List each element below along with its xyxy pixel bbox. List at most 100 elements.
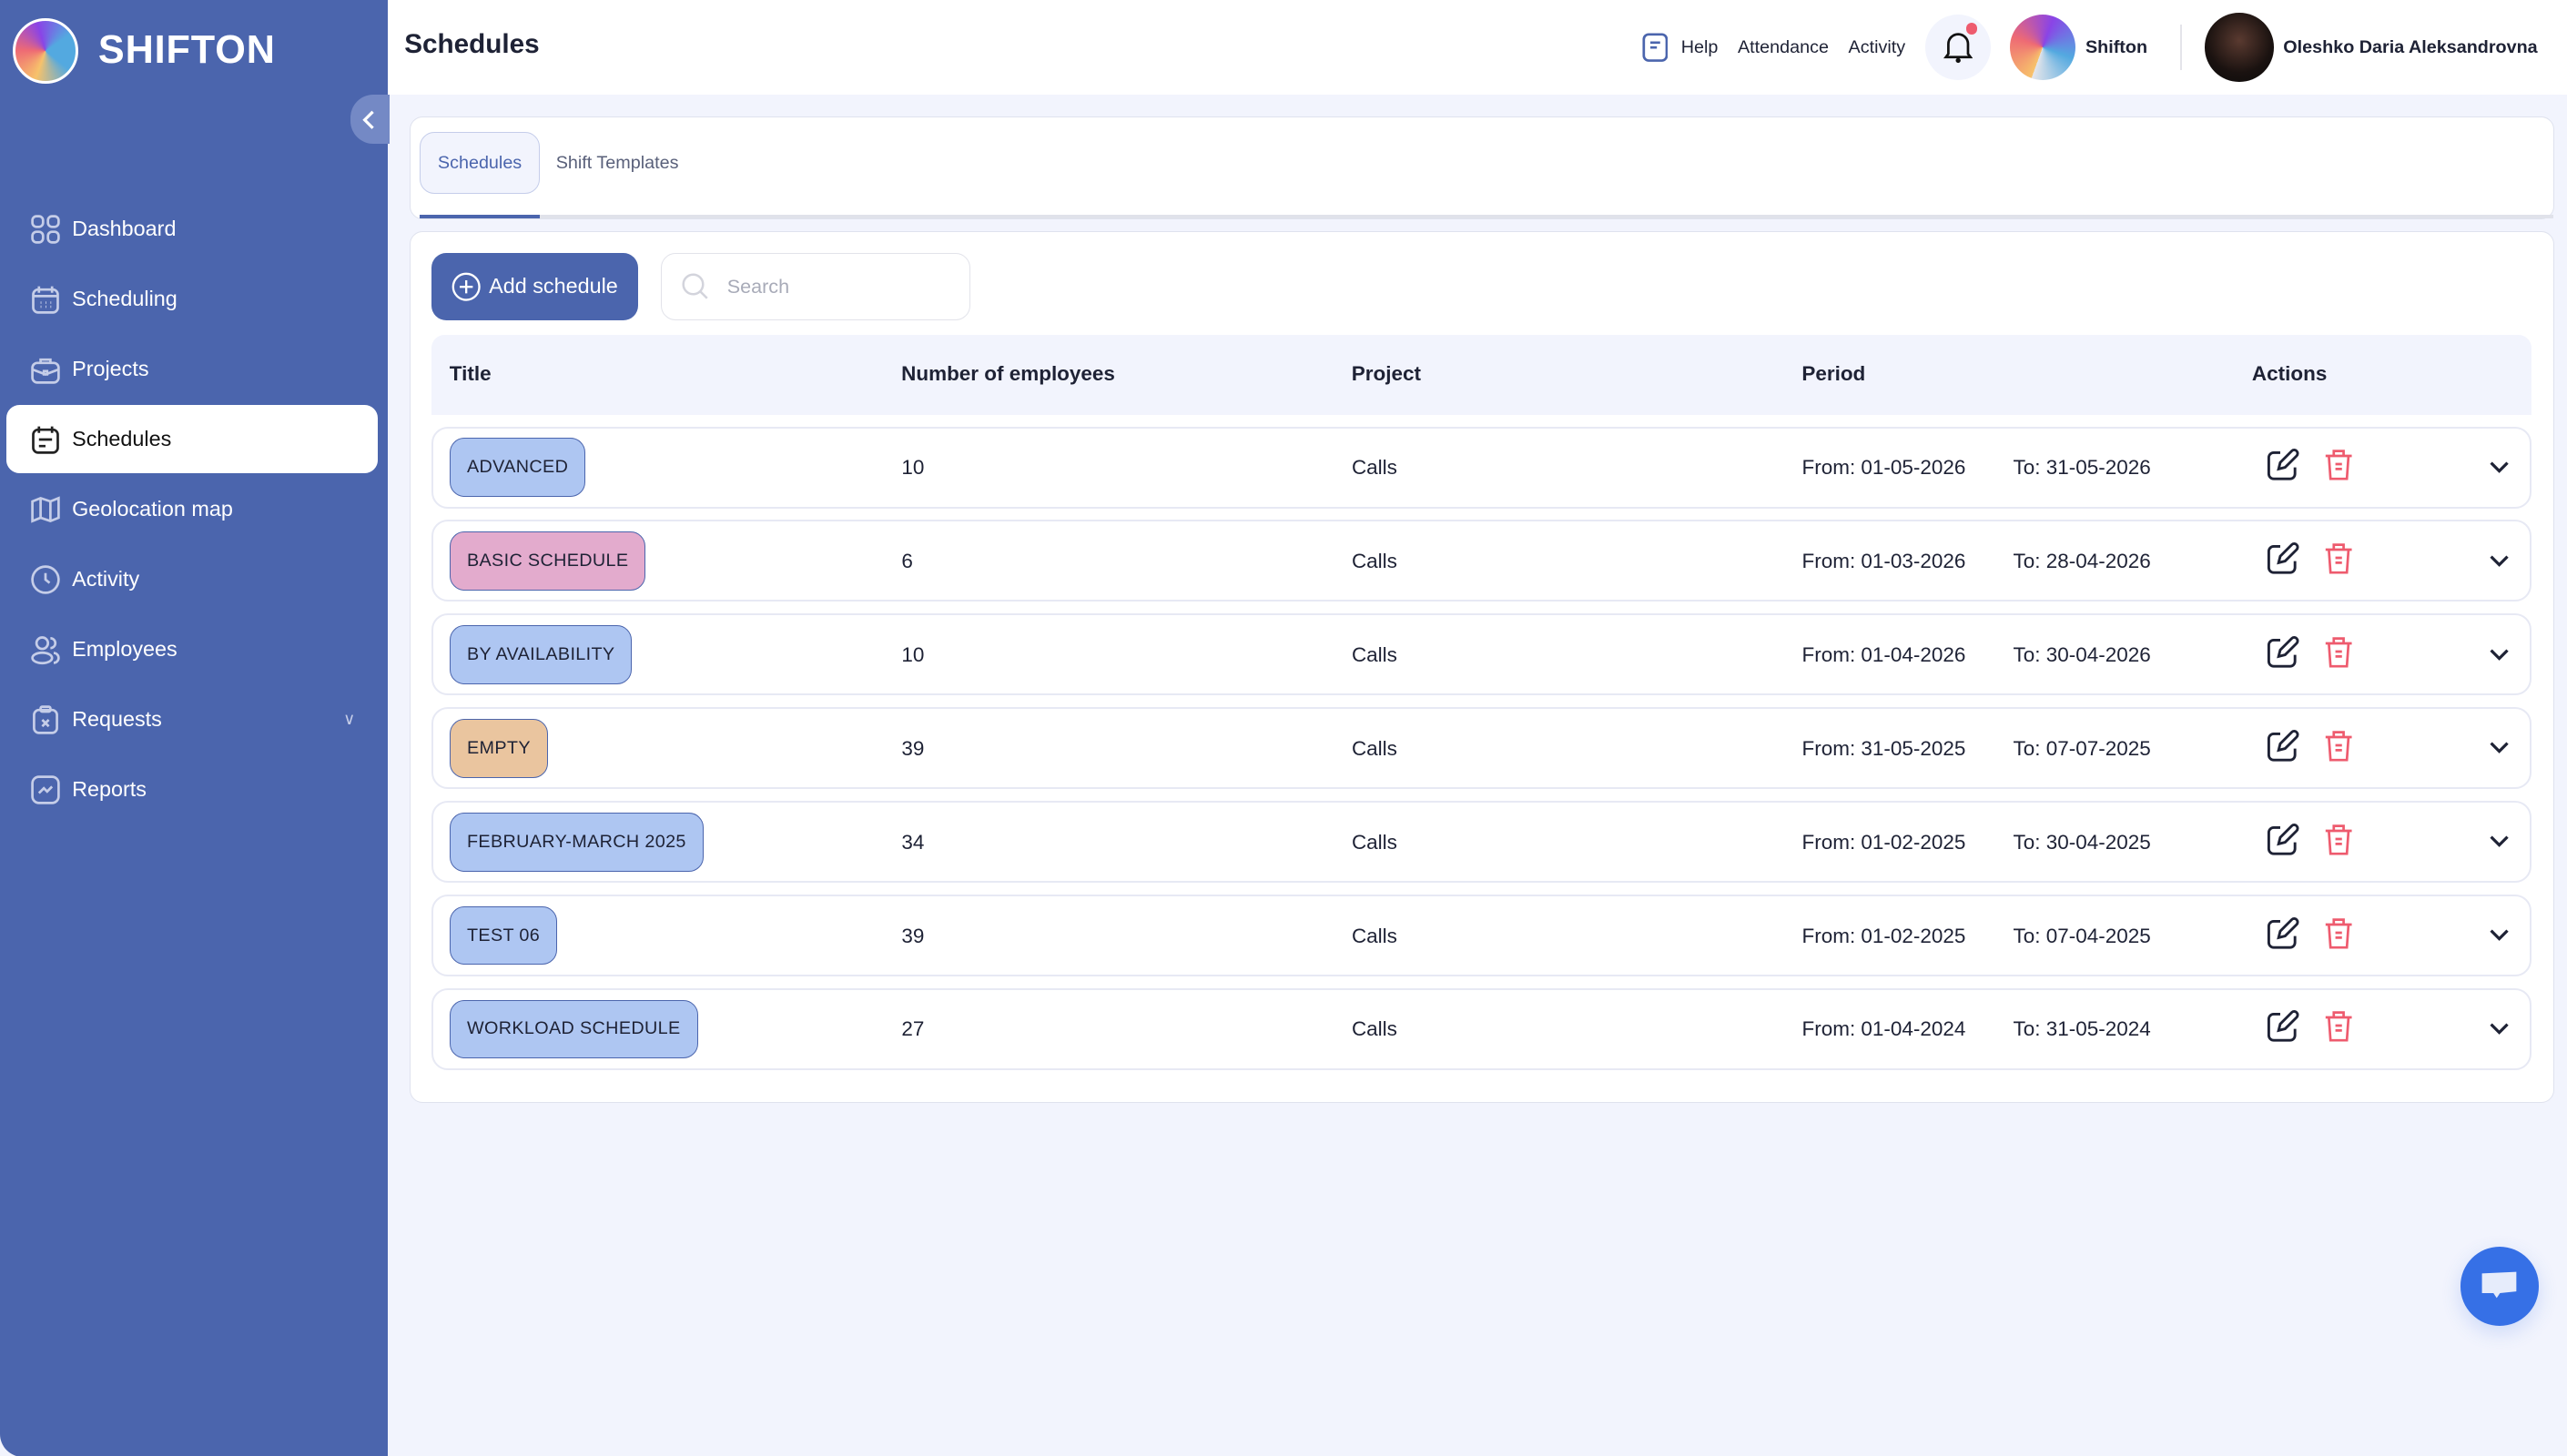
chevron-left-icon [362,110,375,129]
sidebar-item-dashboard[interactable]: Dashboard [6,195,378,264]
sidebar-item-activity[interactable]: Activity [6,545,378,614]
edit-icon[interactable] [2264,541,2300,578]
chevron-down-icon[interactable] [2488,460,2511,476]
period-to: To: 07-04-2025 [2013,924,2151,947]
clipboard-x-icon [33,704,59,734]
calendar-icon [32,286,60,314]
sidebar-item-schedules[interactable]: Schedules [6,404,379,474]
chevron-down-icon[interactable] [2488,927,2511,944]
project-name: Calls [1351,924,1397,947]
schedule-title-badge[interactable]: FEBRUARY-MARCH 2025 [449,812,704,872]
sidebar-item-employees[interactable]: Employees [6,615,378,684]
activity-link[interactable]: Activity [1848,36,1906,57]
user-avatar[interactable] [2204,13,2274,82]
trash-icon[interactable] [2324,729,2353,765]
project-name: Calls [1351,550,1397,573]
sidebar-item-projects[interactable]: Projects [6,335,378,404]
tab-underline [420,215,2553,218]
edit-icon[interactable] [2264,448,2300,484]
edit-icon[interactable] [2264,635,2300,672]
edit-icon[interactable] [2264,729,2300,765]
company-logo[interactable] [2010,15,2076,81]
table-row: TEST 06 39 Calls From: 01-02-2025 To: 07… [431,894,2532,976]
schedule-title-badge[interactable]: ADVANCED [449,438,586,498]
chevron-down-icon[interactable] [2488,553,2511,570]
search-box[interactable] [660,252,970,320]
edit-icon[interactable] [2264,1009,2300,1046]
schedule-title-badge[interactable]: BASIC SCHEDULE [449,531,646,591]
add-schedule-label: Add schedule [489,274,618,298]
schedule-title-badge[interactable]: WORKLOAD SCHEDULE [449,999,698,1059]
table-row: EMPTY 39 Calls From: 31-05-2025 To: 07-0… [431,707,2532,790]
tab-schedules[interactable]: Schedules [420,131,540,195]
schedule-title-badge[interactable]: EMPTY [449,719,548,778]
period-from: From: 01-04-2024 [1801,1017,1966,1041]
trash-icon[interactable] [2324,1009,2353,1046]
company-name[interactable]: Shifton [2085,36,2148,57]
brand-name: SHIFTON [97,28,276,73]
period-to: To: 30-04-2025 [2013,830,2151,854]
search-icon [682,273,709,299]
sidebar-item-label: Schedules [72,427,172,451]
sidebar-item-label: Scheduling [72,287,178,311]
chevron-down-icon[interactable] [2488,1021,2511,1037]
tabs-card: Schedules Shift Templates [409,116,2554,219]
sidebar-item-label: Reports [72,777,147,802]
column-project[interactable]: Project [1351,362,1421,386]
top-header: Schedules Help Attendance Activity Shift… [388,0,2567,96]
period-from: From: 01-05-2026 [1801,456,1966,480]
schedule-title-badge[interactable]: TEST 06 [449,905,558,966]
trash-icon[interactable] [2324,916,2353,953]
page-title: Schedules [404,29,540,60]
column-period[interactable]: Period [1801,362,1866,386]
trash-icon[interactable] [2324,448,2353,484]
add-schedule-button[interactable]: Add schedule [431,252,638,320]
period-from: From: 01-02-2025 [1801,924,1966,947]
trash-icon[interactable] [2324,823,2353,859]
trash-icon[interactable] [2324,541,2353,578]
chevron-down-icon[interactable] [2488,647,2511,663]
sidebar-item-label: Employees [72,637,178,662]
sidebar-item-reports[interactable]: Reports [6,755,378,824]
collapse-sidebar-button[interactable] [350,95,391,145]
sidebar-item-geolocation-map[interactable]: Geolocation map [6,475,378,544]
sidebar-item-requests[interactable]: Requests ∨ [6,685,378,754]
notification-dot [1965,23,1978,35]
period-from: From: 01-04-2026 [1801,642,1966,666]
table-row: WORKLOAD SCHEDULE 27 Calls From: 01-04-2… [431,987,2532,1070]
table-row: FEBRUARY-MARCH 2025 34 Calls From: 01-02… [431,801,2532,884]
plus-circle-icon [452,272,481,301]
chevron-down-icon[interactable] [2488,834,2511,850]
period-to: To: 31-05-2024 [2013,1017,2151,1041]
chat-support-button[interactable] [2460,1247,2540,1326]
logo[interactable]: SHIFTON [13,17,276,84]
help-link[interactable]: Help [1642,33,1719,62]
trash-icon[interactable] [2324,635,2353,672]
schedule-title-badge[interactable]: BY AVAILABILITY [449,625,633,684]
chevron-down-icon[interactable]: ∨ [343,710,356,729]
user-name[interactable]: Oleshko Daria Aleksandrovna [2283,36,2538,57]
tab-shift-templates[interactable]: Shift Templates [555,152,679,173]
help-label: Help [1680,36,1719,57]
project-name: Calls [1351,736,1397,760]
sidebar-item-scheduling[interactable]: Scheduling [6,265,378,334]
attendance-link[interactable]: Attendance [1737,36,1829,57]
map-icon [31,496,61,523]
employee-count: 10 [901,456,925,480]
project-name: Calls [1351,830,1397,854]
edit-icon[interactable] [2264,823,2300,859]
chevron-down-icon[interactable] [2488,740,2511,756]
search-input[interactable] [726,274,940,298]
edit-icon[interactable] [2264,916,2300,953]
project-name: Calls [1351,642,1397,666]
table-header: Title Number of employees Project Period… [431,334,2532,415]
period-from: From: 01-02-2025 [1801,830,1966,854]
sidebar-item-label: Activity [72,567,140,592]
employee-count: 10 [901,642,925,666]
column-employees[interactable]: Number of employees [901,362,1115,386]
period-from: From: 31-05-2025 [1801,736,1966,760]
notifications-button[interactable] [1924,15,1991,81]
column-title[interactable]: Title [449,362,492,386]
clock-icon [31,564,61,594]
table-row: BASIC SCHEDULE 6 Calls From: 01-03-2026 … [431,520,2532,602]
